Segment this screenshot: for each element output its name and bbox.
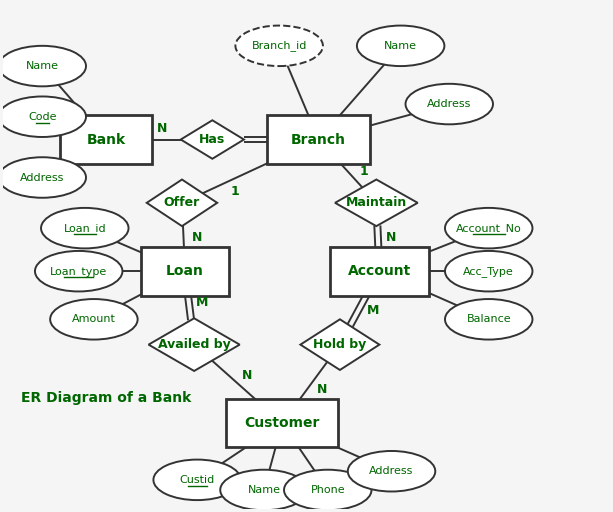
Text: M: M <box>196 296 208 309</box>
Text: Offer: Offer <box>164 196 200 209</box>
Polygon shape <box>181 120 244 159</box>
Ellipse shape <box>0 157 86 198</box>
Text: Loan: Loan <box>166 264 204 278</box>
Text: 1: 1 <box>360 165 369 178</box>
Text: Amount: Amount <box>72 314 116 324</box>
Text: Loan_id: Loan_id <box>64 223 106 233</box>
Polygon shape <box>335 180 417 226</box>
Text: Custid: Custid <box>180 475 215 485</box>
Text: Name: Name <box>248 485 281 495</box>
Text: Address: Address <box>20 173 64 182</box>
Text: Account: Account <box>348 264 411 278</box>
Ellipse shape <box>284 470 371 510</box>
Text: Branch: Branch <box>291 133 346 146</box>
Text: Has: Has <box>199 133 226 146</box>
Ellipse shape <box>348 451 435 492</box>
Text: Maintain: Maintain <box>346 196 407 209</box>
Ellipse shape <box>445 208 533 248</box>
Text: Hold by: Hold by <box>313 338 367 351</box>
Text: Acc_Type: Acc_Type <box>463 266 514 276</box>
FancyBboxPatch shape <box>330 247 429 295</box>
Ellipse shape <box>0 96 86 137</box>
Text: N: N <box>156 122 167 135</box>
FancyBboxPatch shape <box>226 399 338 447</box>
Text: N: N <box>317 383 327 396</box>
Text: Code: Code <box>28 112 56 122</box>
Text: Availed by: Availed by <box>158 338 230 351</box>
Text: Name: Name <box>384 41 417 51</box>
Text: N: N <box>242 370 253 382</box>
Polygon shape <box>300 319 379 370</box>
Text: Loan_type: Loan_type <box>50 266 107 276</box>
Ellipse shape <box>0 46 86 87</box>
Text: Name: Name <box>26 61 59 71</box>
Text: Customer: Customer <box>245 416 320 430</box>
Ellipse shape <box>235 26 323 66</box>
Ellipse shape <box>445 251 533 291</box>
Text: N: N <box>386 231 397 244</box>
Text: Account_No: Account_No <box>456 223 522 233</box>
Ellipse shape <box>50 299 138 339</box>
Ellipse shape <box>35 251 123 291</box>
FancyBboxPatch shape <box>61 115 151 164</box>
Ellipse shape <box>406 84 493 124</box>
Ellipse shape <box>153 460 241 500</box>
Ellipse shape <box>357 26 444 66</box>
FancyBboxPatch shape <box>267 115 370 164</box>
FancyBboxPatch shape <box>141 247 229 295</box>
Text: Bank: Bank <box>86 133 126 146</box>
Polygon shape <box>147 180 217 226</box>
Ellipse shape <box>445 299 533 339</box>
Polygon shape <box>148 318 240 371</box>
Ellipse shape <box>41 208 129 248</box>
Text: Address: Address <box>427 99 471 109</box>
Text: Phone: Phone <box>310 485 345 495</box>
Text: Address: Address <box>370 466 414 476</box>
Text: 1: 1 <box>230 184 239 198</box>
Text: N: N <box>192 231 202 244</box>
Text: Balance: Balance <box>466 314 511 324</box>
Text: M: M <box>367 304 379 317</box>
Ellipse shape <box>220 470 308 510</box>
Text: Branch_id: Branch_id <box>251 40 307 51</box>
Text: ER Diagram of a Bank: ER Diagram of a Bank <box>21 391 191 405</box>
